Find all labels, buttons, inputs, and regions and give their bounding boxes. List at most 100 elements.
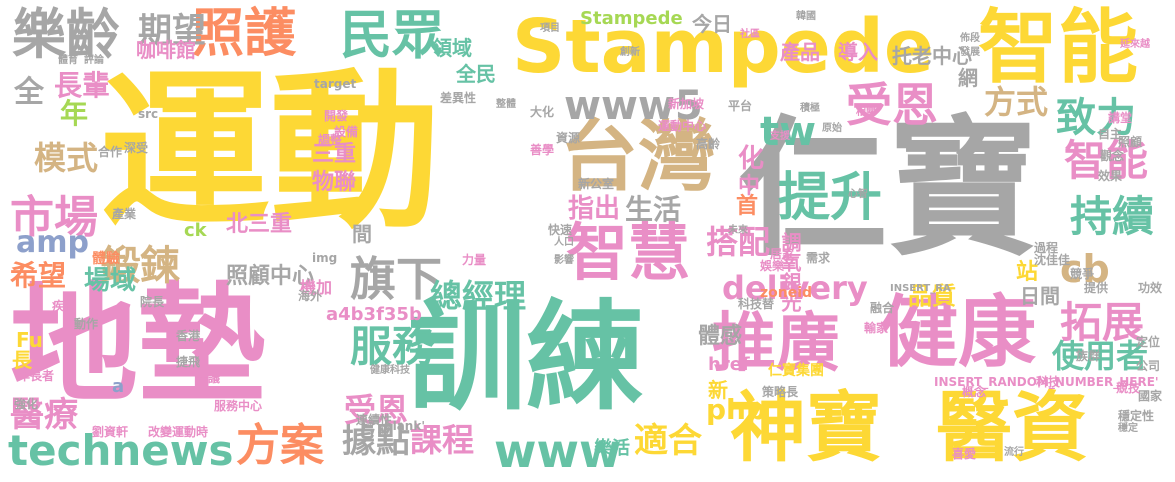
word-gainian: 概念 xyxy=(962,385,987,399)
word-changyu: 場域 xyxy=(84,266,137,296)
word-a: a xyxy=(112,376,125,397)
word-tuiguang: 推廣 xyxy=(712,307,840,381)
word-shihe: 適合 xyxy=(634,421,702,461)
word-hanguo: 韓國 xyxy=(796,11,816,22)
word-tuolao: 托老中心 xyxy=(892,44,972,68)
word-renbaojituan: 仁寶集團 xyxy=(768,363,824,379)
word-renbao: 仁寶 xyxy=(738,103,1039,277)
word-jijia: 機加 xyxy=(300,278,333,297)
word-tigong: 提供 xyxy=(1084,281,1109,295)
word-shou: 首 xyxy=(736,194,759,219)
word-xuqiu: 需求 xyxy=(806,251,831,265)
word-jingji: 競技 xyxy=(1116,381,1141,395)
word-tisheng: 提升 xyxy=(778,168,883,228)
word-tiaoyang: 調氧銀光 xyxy=(778,232,802,312)
word-pinzhi: 品質 xyxy=(908,282,956,310)
word-shenyu: 沈佳佳 xyxy=(1034,253,1071,267)
word-a4b3: a4b3f35b xyxy=(326,304,422,325)
word-jiankeji: 健康科技 xyxy=(370,365,410,376)
word-dazhong: 大化 xyxy=(530,105,555,119)
word-beisanchong: 北三重 xyxy=(226,212,293,237)
word-lingyu: 領域 xyxy=(432,36,472,60)
word-shichang: 市場 xyxy=(10,192,98,243)
word-www5: www5 xyxy=(564,83,703,129)
word-fuwu: 服務 xyxy=(350,322,435,371)
word-liuhuaxia: 劉資軒 xyxy=(92,425,129,439)
word-pingtai: 平台 xyxy=(728,99,753,113)
word-chanpin: 產品 xyxy=(780,40,820,64)
word-fuwuzhongxin: 服務中心 xyxy=(214,399,263,413)
word-wang: 網 xyxy=(958,66,978,90)
word-pinglun: 評論 xyxy=(84,55,104,66)
word-lehuo: 樂活 xyxy=(594,438,630,459)
word-hezuo: 合作 xyxy=(98,145,123,159)
word-fangshi: 方式 xyxy=(984,83,1049,121)
word-zhili: 致力 xyxy=(1056,95,1136,141)
word-duanlian: 鍛鍊 xyxy=(100,243,180,289)
word-xiangguo: 香港 xyxy=(176,329,201,343)
word-jiankang: 健康 xyxy=(880,288,1037,378)
word-zhaoxia: 照顧 xyxy=(1118,135,1143,149)
word-tiaozheng: 調整 xyxy=(318,133,343,147)
word-jiben: 疾病 xyxy=(52,299,77,313)
word-tigan: 體感 xyxy=(698,324,743,349)
word-sanchong: 三重 xyxy=(312,142,357,167)
word-xinshiyi: 新公室 xyxy=(578,177,615,191)
word-xunlian: 訓練 xyxy=(408,288,645,426)
word-rongli: 融合 xyxy=(870,301,895,315)
word-judian: 據點 xyxy=(342,421,410,461)
word-shiyongzhe: 使用者 xyxy=(1052,337,1149,375)
word-gongxiao: 功效 xyxy=(1138,281,1163,295)
word-yundong: 運動 xyxy=(100,54,441,252)
word-gaoling: 高齡 xyxy=(696,137,721,151)
word-jiji: 積極 xyxy=(800,103,820,114)
word-yingxiang: 影響 xyxy=(554,255,574,266)
word-xiangmu: 項目 xyxy=(540,23,560,34)
word-yizi: 醫資 xyxy=(936,383,1088,472)
word-qixia: 旗下 xyxy=(350,252,442,306)
word-zhong: 中 xyxy=(738,174,761,199)
word-zhan: 站 xyxy=(1016,260,1039,285)
word-guojia: 國家 xyxy=(1138,389,1163,403)
word-zhineng-sm: 智能 xyxy=(1064,136,1149,185)
word-yuanshi: 原始 xyxy=(822,123,842,134)
word-sheji: 設備 xyxy=(334,125,359,139)
word-gongsi: 公司 xyxy=(1136,359,1161,373)
word-cb: cb xyxy=(1060,247,1110,291)
word-tiyan: 體驗 xyxy=(92,251,120,267)
word-yejiegang: 佈段 xyxy=(960,33,980,44)
word-dingwei: 定位 xyxy=(1136,335,1161,349)
word-yanlai: 延來越 xyxy=(1120,39,1150,50)
word-lingjiong: 輸家 xyxy=(864,321,889,335)
word-minzhong: 民眾 xyxy=(340,6,445,66)
word-zizhu: 自主 xyxy=(1098,127,1123,141)
word-zhangbei: 長輩 xyxy=(54,69,111,102)
word-yueling: 樂齡 xyxy=(12,3,120,66)
word-xiai: 喜愛 xyxy=(952,447,977,461)
word-chayixing: 差異性 xyxy=(440,91,477,105)
word-tw: tw xyxy=(760,109,817,155)
word-img: img xyxy=(312,251,338,265)
word-delivery: delivery xyxy=(722,269,868,307)
word-jiangtan: 講堂 xyxy=(1108,111,1133,125)
word-kejizhe: 科技 xyxy=(1036,375,1061,389)
word-xiangguan: 相關 xyxy=(856,107,876,118)
word-rijian: 日間 xyxy=(1020,284,1060,308)
word-jingzheng: 競爭 xyxy=(1070,267,1095,281)
word-jiexiao: 捷飛 xyxy=(176,355,201,369)
word-zhichu: 指出 xyxy=(568,194,621,224)
word-fu: Fu xyxy=(16,328,43,352)
word-celuezhang: 策略長 xyxy=(762,385,799,399)
word-zhiyuan: 支援 xyxy=(770,131,790,142)
word-xiwang: 希望 xyxy=(10,259,67,292)
word-liuxing: 流行 xyxy=(1004,447,1024,458)
word-shouen: 受恩 xyxy=(846,78,938,132)
word-lianxu: 連續性 xyxy=(356,413,393,427)
word-wulian: 物聯 xyxy=(312,170,357,195)
word-ck: ck xyxy=(184,220,207,241)
word-yugu: 娛樂 xyxy=(760,259,785,273)
word-technews: technews xyxy=(8,426,234,475)
word-xinjiapo: 新加坡 xyxy=(668,97,705,111)
word-fazhan: 發展 xyxy=(960,47,980,58)
